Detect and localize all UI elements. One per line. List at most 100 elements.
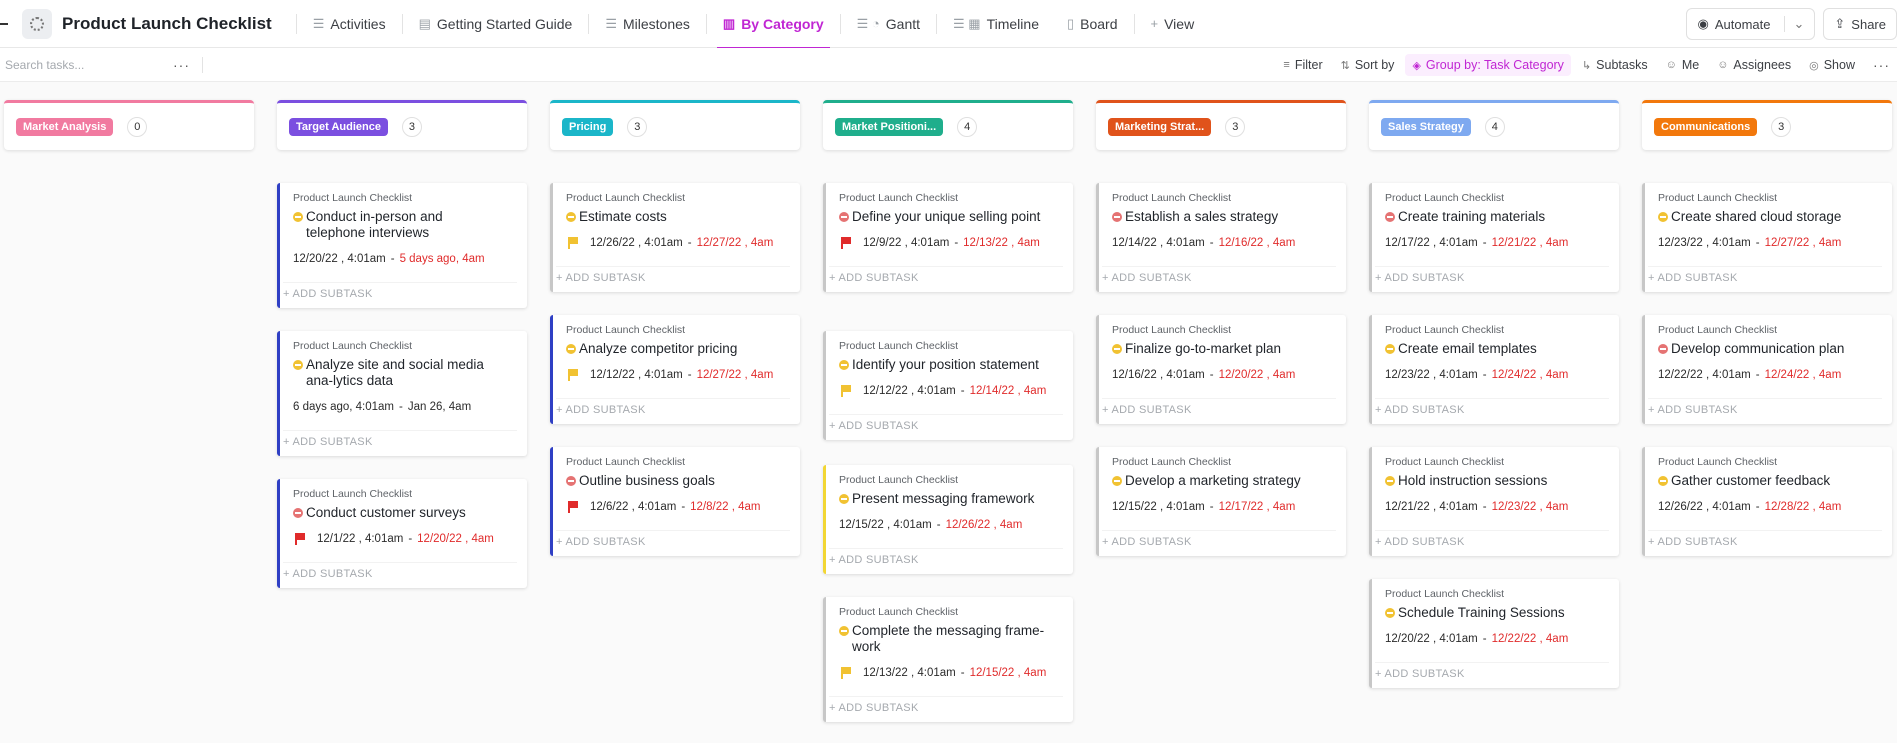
task-dates[interactable]: 12/12/22 , 4:01am -12/14/22 , 4am xyxy=(839,382,1063,400)
add-subtask-button[interactable]: + ADD SUBTASK xyxy=(1375,662,1609,688)
task-card[interactable]: Product Launch Checklist Create training … xyxy=(1369,183,1619,292)
add-view-button[interactable]: + View xyxy=(1150,15,1195,32)
priority-flag-icon[interactable] xyxy=(566,368,580,382)
tab-timeline[interactable]: ☰ ▦ Timeline xyxy=(953,15,1039,32)
status-icon[interactable] xyxy=(839,360,849,370)
automate-button[interactable]: ◉ Automate ⌄ xyxy=(1686,8,1816,40)
task-card[interactable]: Product Launch Checklist Finalize go-to-m… xyxy=(1096,315,1346,424)
column-header[interactable]: Sales Strategy 4 xyxy=(1369,100,1619,150)
task-dates[interactable]: 12/22/22 , 4:01am -12/24/22 , 4am xyxy=(1658,366,1882,384)
status-icon[interactable] xyxy=(1112,212,1122,222)
task-title[interactable]: Define your unique selling point xyxy=(839,209,1063,225)
column-header[interactable]: Communications 3 xyxy=(1642,100,1892,150)
task-title[interactable]: Present messaging framework xyxy=(839,491,1063,507)
task-title[interactable]: Create shared cloud storage xyxy=(1658,209,1882,225)
task-dates[interactable]: 12/15/22 , 4:01am -12/17/22 , 4am xyxy=(1112,498,1336,516)
tab-by-category[interactable]: ▥ By Category xyxy=(709,0,838,49)
add-subtask-button[interactable]: + ADD SUBTASK xyxy=(1648,266,1882,292)
task-title[interactable]: Create email templates xyxy=(1385,341,1609,357)
task-title[interactable]: Estimate costs xyxy=(566,209,790,225)
task-card[interactable]: Product Launch Checklist Develop a market… xyxy=(1096,447,1346,556)
status-icon[interactable] xyxy=(1385,212,1395,222)
column-header[interactable]: Target Audience 3 xyxy=(277,100,527,150)
more-options-icon[interactable]: ··· xyxy=(173,56,190,73)
task-card[interactable]: Product Launch Checklist Complete the mes… xyxy=(823,597,1073,722)
status-icon[interactable] xyxy=(1658,344,1668,354)
status-icon[interactable] xyxy=(1385,608,1395,618)
task-dates[interactable]: 12/6/22 , 4:01am -12/8/22 , 4am xyxy=(566,498,790,516)
priority-flag-icon[interactable] xyxy=(839,384,853,398)
me-button[interactable]: ☺ Me xyxy=(1665,58,1700,72)
task-dates[interactable]: 12/21/22 , 4:01am -12/23/22 , 4am xyxy=(1385,498,1609,516)
task-card[interactable]: Product Launch Checklist Analyze competit… xyxy=(550,315,800,424)
status-icon[interactable] xyxy=(293,508,303,518)
task-title[interactable]: Finalize go-to-market plan xyxy=(1112,341,1336,357)
task-card[interactable]: Product Launch Checklist Identify your po… xyxy=(823,331,1073,440)
add-subtask-button[interactable]: + ADD SUBTASK xyxy=(556,266,790,292)
task-dates[interactable]: 6 days ago, 4:01am - Jan 26, 4am xyxy=(293,398,517,416)
priority-flag-icon[interactable] xyxy=(566,500,580,514)
task-dates[interactable]: 12/26/22 , 4:01am -12/28/22 , 4am xyxy=(1658,498,1882,516)
task-dates[interactable]: 12/26/22 , 4:01am -12/27/22 , 4am xyxy=(566,234,790,252)
task-card[interactable]: Product Launch Checklist Develop communic… xyxy=(1642,315,1892,424)
add-subtask-button[interactable]: + ADD SUBTASK xyxy=(1102,266,1336,292)
column-header[interactable]: Market Positioni... 4 xyxy=(823,100,1073,150)
task-title[interactable]: Create training materials xyxy=(1385,209,1609,225)
status-icon[interactable] xyxy=(1112,344,1122,354)
tab-gantt[interactable]: ☰ ◔ Gantt xyxy=(856,15,921,32)
show-button[interactable]: ◎ Show xyxy=(1809,58,1855,72)
sidebar-toggle[interactable] xyxy=(0,22,8,25)
status-icon[interactable] xyxy=(839,494,849,504)
status-icon[interactable] xyxy=(1385,476,1395,486)
task-dates[interactable]: 12/23/22 , 4:01am -12/24/22 , 4am xyxy=(1385,366,1609,384)
task-dates[interactable]: 12/20/22 , 4:01am -5 days ago, 4am xyxy=(293,250,517,268)
task-card[interactable]: Product Launch Checklist Present messagin… xyxy=(823,465,1073,574)
task-title[interactable]: Conduct customer surveys xyxy=(293,505,517,521)
task-dates[interactable]: 12/20/22 , 4:01am -12/22/22 , 4am xyxy=(1385,630,1609,648)
task-title[interactable]: Establish a sales strategy xyxy=(1112,209,1336,225)
task-card[interactable]: Product Launch Checklist Create email tem… xyxy=(1369,315,1619,424)
task-card[interactable]: Product Launch Checklist Estimate costs 12… xyxy=(550,183,800,292)
filter-button[interactable]: ≡ Filter xyxy=(1283,58,1323,72)
tab-board[interactable]: ▯ Board xyxy=(1066,15,1118,32)
chevron-down-icon[interactable]: ⌄ xyxy=(1784,16,1804,32)
add-subtask-button[interactable]: + ADD SUBTASK xyxy=(829,548,1063,574)
task-dates[interactable]: 12/9/22 , 4:01am -12/13/22 , 4am xyxy=(839,234,1063,252)
share-button[interactable]: ⇪ Share xyxy=(1823,8,1897,40)
search-input[interactable] xyxy=(5,57,155,72)
task-title[interactable]: Develop a marketing strategy xyxy=(1112,473,1336,489)
task-card[interactable]: Product Launch Checklist Analyze site and… xyxy=(277,331,527,456)
status-icon[interactable] xyxy=(293,212,303,222)
task-title[interactable]: Analyze site and social media ana-lytics… xyxy=(293,357,517,389)
add-subtask-button[interactable]: + ADD SUBTASK xyxy=(829,266,1063,292)
status-icon[interactable] xyxy=(293,360,303,370)
task-dates[interactable]: 12/1/22 , 4:01am -12/20/22 , 4am xyxy=(293,530,517,548)
tab-activities[interactable]: ☰ Activities xyxy=(312,15,386,32)
task-card[interactable]: Product Launch Checklist Gather customer … xyxy=(1642,447,1892,556)
add-subtask-button[interactable]: + ADD SUBTASK xyxy=(1375,398,1609,424)
group-by-button[interactable]: ◈ Group by: Task Category xyxy=(1405,54,1571,76)
add-subtask-button[interactable]: + ADD SUBTASK xyxy=(283,562,517,588)
status-icon[interactable] xyxy=(1658,476,1668,486)
tab-getting-started[interactable]: ▤ Getting Started Guide xyxy=(418,15,573,32)
status-icon[interactable] xyxy=(1658,212,1668,222)
status-icon[interactable] xyxy=(566,344,576,354)
add-subtask-button[interactable]: + ADD SUBTASK xyxy=(1648,530,1882,556)
task-card[interactable]: Product Launch Checklist Conduct in-perso… xyxy=(277,183,527,308)
task-dates[interactable]: 12/16/22 , 4:01am -12/20/22 , 4am xyxy=(1112,366,1336,384)
status-icon[interactable] xyxy=(839,212,849,222)
project-icon[interactable] xyxy=(22,8,52,39)
add-subtask-button[interactable]: + ADD SUBTASK xyxy=(1375,266,1609,292)
status-icon[interactable] xyxy=(1112,476,1122,486)
task-dates[interactable]: 12/17/22 , 4:01am -12/21/22 , 4am xyxy=(1385,234,1609,252)
status-icon[interactable] xyxy=(1385,344,1395,354)
task-title[interactable]: Schedule Training Sessions xyxy=(1385,605,1609,621)
add-subtask-button[interactable]: + ADD SUBTASK xyxy=(1102,530,1336,556)
add-subtask-button[interactable]: + ADD SUBTASK xyxy=(1102,398,1336,424)
task-card[interactable]: Product Launch Checklist Schedule Trainin… xyxy=(1369,579,1619,688)
task-dates[interactable]: 12/14/22 , 4:01am -12/16/22 , 4am xyxy=(1112,234,1336,252)
task-dates[interactable]: 12/12/22 , 4:01am -12/27/22 , 4am xyxy=(566,366,790,384)
add-subtask-button[interactable]: + ADD SUBTASK xyxy=(829,414,1063,440)
column-header[interactable]: Marketing Strat... 3 xyxy=(1096,100,1346,150)
task-title[interactable]: Identify your position statement xyxy=(839,357,1063,373)
